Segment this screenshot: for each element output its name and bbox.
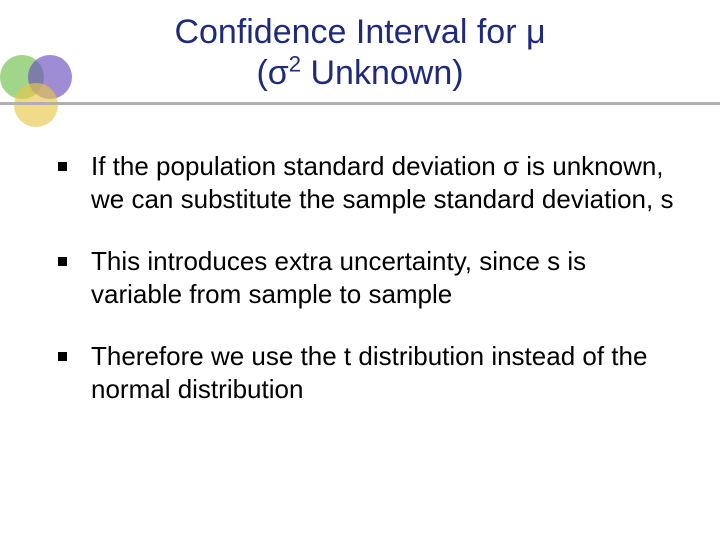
title-line2-suffix: Unknown) xyxy=(301,54,464,92)
slide-title: Confidence Interval for μ (σ2 Unknown) xyxy=(0,12,720,94)
bullet-text: This introduces extra uncertainty, since… xyxy=(91,245,678,310)
content-area: If the population standard deviation σ i… xyxy=(58,150,678,435)
bullet-icon xyxy=(58,257,67,266)
list-item: This introduces extra uncertainty, since… xyxy=(58,245,678,310)
bullet-icon xyxy=(58,162,67,171)
title-line1: Confidence Interval for μ xyxy=(174,13,545,51)
bullet-text: If the population standard deviation σ i… xyxy=(91,150,678,215)
bullet-icon xyxy=(58,352,67,361)
title-superscript: 2 xyxy=(289,51,301,76)
title-line2-prefix: (σ xyxy=(256,54,288,92)
list-item: If the population standard deviation σ i… xyxy=(58,150,678,215)
title-underline xyxy=(0,102,720,105)
bullet-text: Therefore we use the t distribution inst… xyxy=(91,340,678,405)
list-item: Therefore we use the t distribution inst… xyxy=(58,340,678,405)
